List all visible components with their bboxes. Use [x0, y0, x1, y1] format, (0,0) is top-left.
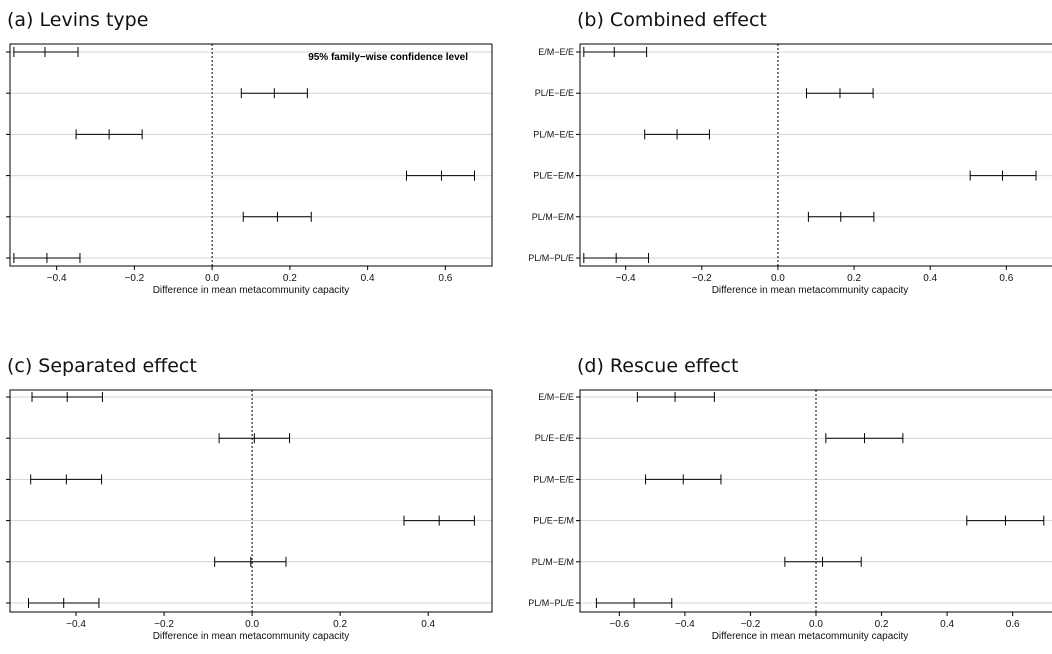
error-bar: [825, 433, 904, 444]
error-bar: [805, 88, 874, 99]
y-tick-label: PL/M−E/M: [532, 557, 574, 567]
error-bar: [636, 392, 715, 402]
error-bar: [583, 47, 648, 57]
plot-frame: [579, 43, 1052, 267]
x-tick-label: 0.4: [421, 619, 435, 630]
error-bar: [240, 88, 308, 99]
x-tick-label: −0.4: [675, 619, 695, 630]
error-bar: [969, 170, 1037, 181]
x-axis-title: Difference in mean metacommunity capacit…: [712, 631, 909, 642]
y-tick-label: PL/M−PL/E: [528, 598, 574, 608]
y-tick-label: PL/E−E/E: [535, 433, 574, 443]
panel-4: (d) Rescue effect E/M−E/E PL/E−E/E PL/M−E/E…: [528, 355, 1052, 642]
x-tick-label: −0.4: [616, 273, 636, 284]
panel-3: (c) Separated effect −0.4 −0.2 0.0 0.2 0.4 Dif…: [6, 355, 493, 642]
y-tick-label: PL/E−E/M: [533, 171, 574, 181]
panel-title: (c) Separated effect: [7, 355, 197, 377]
error-bar: [27, 598, 100, 608]
panel-2: (b) Combined effect E/M−E/E PL/E−E/E PL/M−E…: [528, 9, 1052, 296]
panel-title: (d) Rescue effect: [577, 355, 738, 377]
error-bar: [214, 556, 287, 567]
x-tick-label: −0.6: [609, 619, 629, 630]
error-bar: [218, 433, 291, 444]
y-tick-label: PL/M−E/E: [533, 474, 574, 484]
error-bar: [405, 170, 476, 181]
error-bar: [807, 211, 875, 222]
x-axis-title: Difference in mean metacommunity capacit…: [153, 631, 350, 642]
error-bar: [30, 474, 103, 485]
error-bar: [966, 515, 1045, 526]
plot-frame: [9, 389, 493, 613]
error-bar: [31, 392, 103, 402]
x-tick-label: −0.2: [741, 619, 761, 630]
y-tick-label: PL/M−E/M: [532, 212, 574, 222]
x-tick-label: 0.0: [205, 273, 219, 284]
x-tick-label: −0.2: [154, 619, 174, 630]
y-tick-label: E/M−E/E: [538, 47, 574, 57]
y-tick-label: E/M−E/E: [538, 392, 574, 402]
error-bar: [645, 474, 722, 485]
y-tick-label: PL/M−E/E: [533, 129, 574, 139]
x-tick-label: −0.2: [692, 273, 712, 284]
x-tick-label: 0.6: [438, 273, 452, 284]
x-tick-label: 0.0: [245, 619, 259, 630]
confidence-level-annotation: 95% family−wise confidence level: [308, 52, 468, 63]
y-tick-label: PL/M−PL/E: [528, 253, 574, 263]
x-tick-label: 0.2: [333, 619, 347, 630]
x-tick-label: 0.6: [999, 273, 1013, 284]
error-bar: [784, 556, 862, 567]
error-bar: [13, 253, 81, 263]
x-tick-label: −0.4: [66, 619, 86, 630]
x-tick-label: 0.4: [940, 619, 954, 630]
panel-title: (b) Combined effect: [577, 9, 767, 31]
error-bar: [75, 129, 143, 140]
error-bar: [403, 515, 475, 526]
error-bar: [644, 129, 710, 140]
error-bar: [583, 253, 650, 263]
plot-frame: [9, 43, 493, 267]
x-tick-label: 0.4: [923, 273, 937, 284]
x-axis-title: Difference in mean metacommunity capacit…: [153, 285, 350, 296]
x-tick-label: 0.6: [1006, 619, 1020, 630]
x-tick-label: 0.0: [771, 273, 785, 284]
error-bar: [242, 211, 312, 222]
y-tick-label: PL/E−E/E: [535, 88, 574, 98]
x-tick-label: 0.4: [361, 273, 375, 284]
panel-1: (a) Levins type −0.4 −0.2 0.0 0.2 0.4 0.6 Diffe…: [6, 9, 493, 296]
x-tick-label: −0.2: [125, 273, 145, 284]
x-tick-label: −0.4: [47, 273, 67, 284]
error-bar: [595, 598, 673, 608]
x-tick-label: 0.2: [283, 273, 297, 284]
x-tick-label: 0.2: [847, 273, 861, 284]
x-tick-label: 0.0: [809, 619, 823, 630]
x-axis-title: Difference in mean metacommunity capacit…: [712, 285, 909, 296]
panel-title: (a) Levins type: [7, 9, 148, 31]
x-tick-label: 0.2: [875, 619, 889, 630]
y-tick-label: PL/E−E/M: [533, 516, 574, 526]
error-bar: [13, 47, 79, 57]
